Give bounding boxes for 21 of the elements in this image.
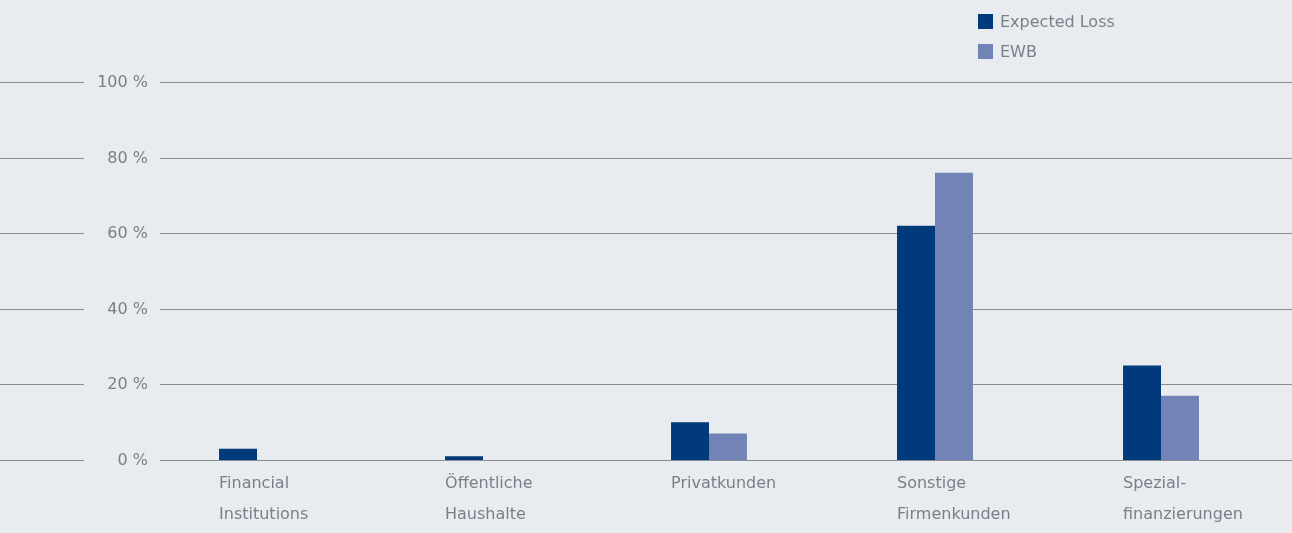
bar xyxy=(219,448,257,460)
legend-label: Expected Loss xyxy=(999,10,1115,33)
bar xyxy=(709,433,747,460)
x-tick-label: Sonstige Firmenkunden xyxy=(897,473,1011,524)
y-tick-label: 100 % xyxy=(97,71,148,91)
x-tick-label: Financial Institutions xyxy=(219,473,309,524)
bar xyxy=(1123,365,1161,460)
x-tick-label: Privatkunden xyxy=(671,473,777,493)
y-tick-label: 40 % xyxy=(107,298,148,318)
y-tick-label: 80 % xyxy=(107,147,148,167)
x-tick-label: Spezial-finanzierungen xyxy=(1123,473,1243,524)
bar xyxy=(935,172,973,460)
y-tick-label: 60 % xyxy=(107,222,148,242)
x-tick-label: Öffentliche Haushalte xyxy=(445,473,533,524)
bar xyxy=(1161,395,1199,460)
bar xyxy=(897,225,935,460)
bar xyxy=(445,456,483,460)
bar xyxy=(671,422,709,460)
y-tick-label: 20 % xyxy=(107,373,148,393)
legend-label: EWB xyxy=(999,40,1038,63)
y-tick-label: 0 % xyxy=(117,449,148,469)
